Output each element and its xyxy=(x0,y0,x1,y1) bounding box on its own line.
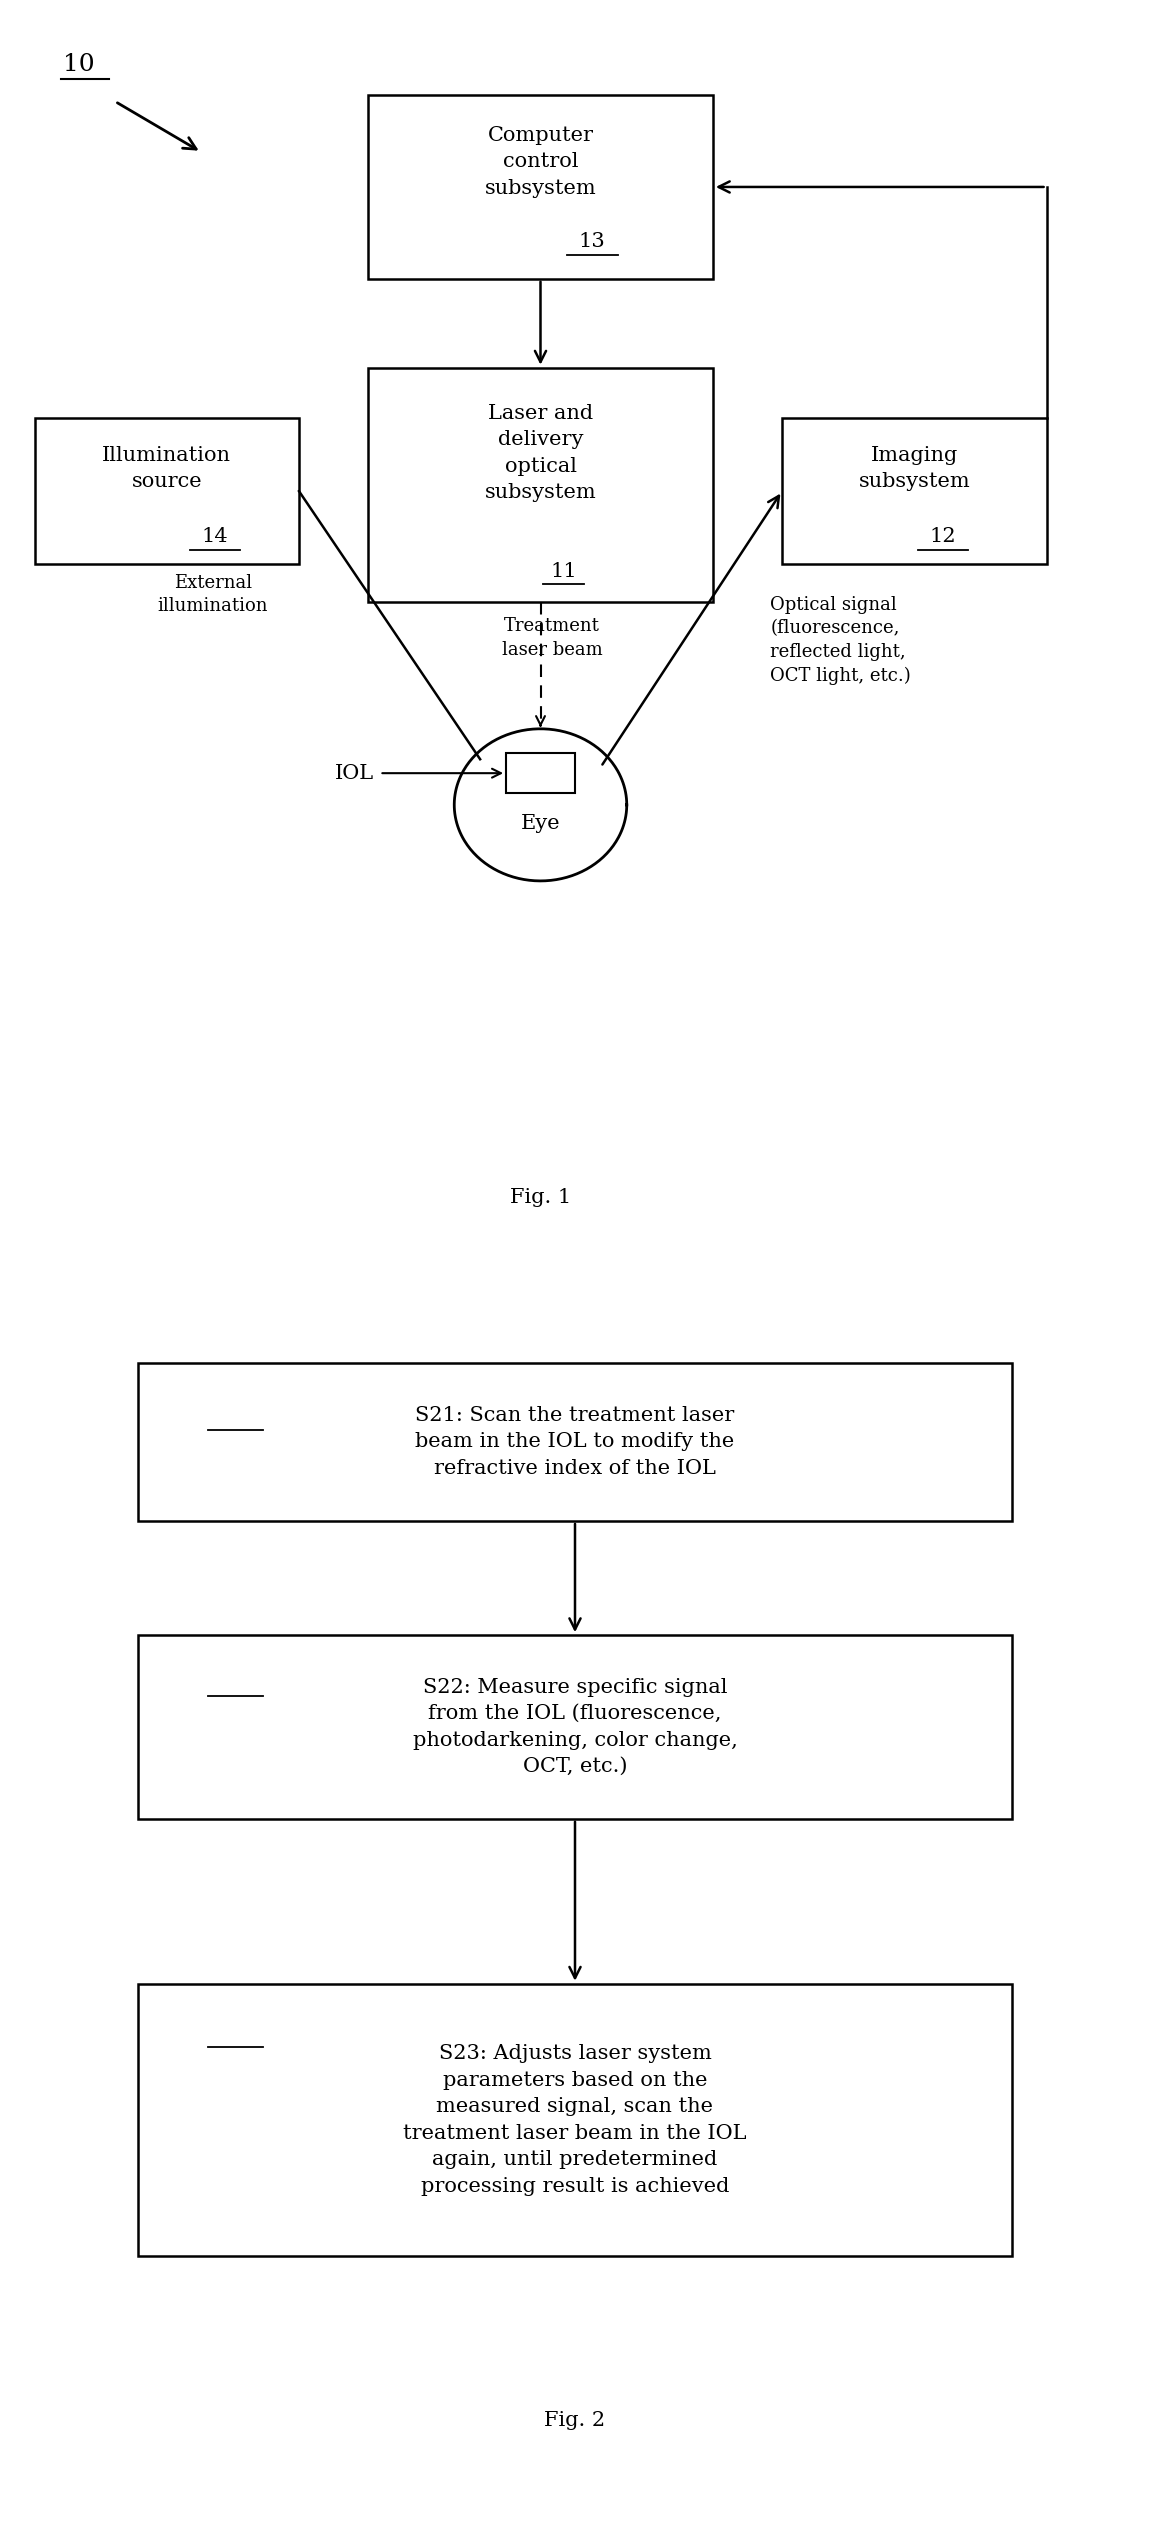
Text: Computer
control
subsystem: Computer control subsystem xyxy=(484,127,597,198)
Text: 10: 10 xyxy=(63,53,94,76)
Bar xyxy=(138,1982,1012,2256)
Text: S21: Scan the treatment laser
beam in the IOL to modify the
refractive index of : S21: Scan the treatment laser beam in th… xyxy=(415,1407,735,1478)
Text: Fig. 2: Fig. 2 xyxy=(544,2411,606,2431)
Bar xyxy=(368,368,713,603)
Bar xyxy=(34,418,299,565)
Text: Treatment
laser beam: Treatment laser beam xyxy=(501,619,603,659)
Text: Imaging
subsystem: Imaging subsystem xyxy=(858,446,971,492)
Text: Laser and
delivery
optical
subsystem: Laser and delivery optical subsystem xyxy=(484,403,597,502)
Text: 11: 11 xyxy=(550,563,577,581)
Text: IOL: IOL xyxy=(335,763,374,783)
Text: S23: Adjusts laser system
parameters based on the
measured signal, scan the
trea: S23: Adjusts laser system parameters bas… xyxy=(404,2043,746,2195)
Text: Optical signal
(fluorescence,
reflected light,
OCT light, etc.): Optical signal (fluorescence, reflected … xyxy=(770,596,911,684)
Bar xyxy=(368,94,713,279)
Bar xyxy=(506,753,575,793)
Text: S22: Measure specific signal
from the IOL (fluorescence,
photodarkening, color c: S22: Measure specific signal from the IO… xyxy=(413,1678,737,1777)
Text: 12: 12 xyxy=(929,527,957,548)
Text: Eye: Eye xyxy=(521,814,560,834)
Text: 14: 14 xyxy=(201,527,229,548)
Bar xyxy=(138,1635,1012,1820)
Text: Illumination
source: Illumination source xyxy=(102,446,231,492)
Text: 13: 13 xyxy=(578,233,606,251)
Bar xyxy=(138,1364,1012,1521)
Text: Fig. 1: Fig. 1 xyxy=(509,1189,572,1207)
Text: External
illumination: External illumination xyxy=(158,573,268,616)
Bar xyxy=(782,418,1046,565)
